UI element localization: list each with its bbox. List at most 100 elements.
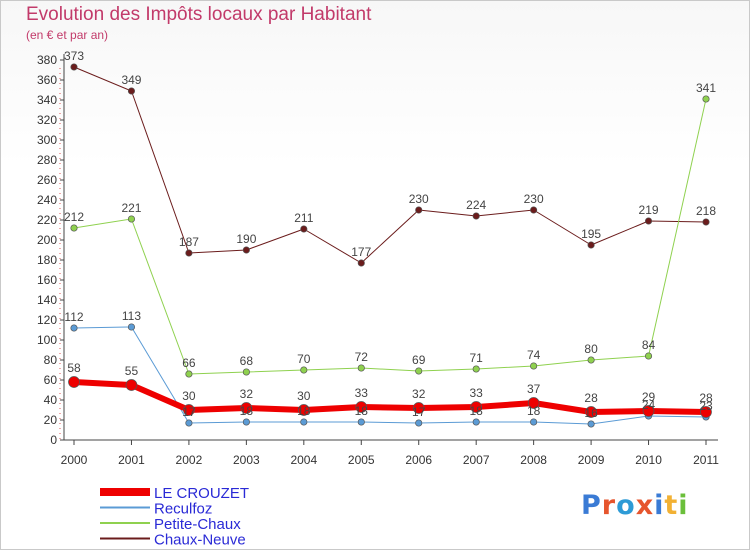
chart-subtitle: (en € et par an) xyxy=(26,28,109,42)
y-tick-label: 300 xyxy=(37,133,57,147)
series-le-crouzet xyxy=(68,376,712,418)
y-tick-label: 260 xyxy=(37,173,57,187)
data-label: 16 xyxy=(584,406,598,420)
x-tick-label: 2011 xyxy=(693,453,719,467)
data-label: 28 xyxy=(699,391,713,405)
series-line-petite-chaux xyxy=(73,98,707,375)
data-point xyxy=(242,368,250,376)
data-label: 224 xyxy=(466,198,486,212)
x-tick-label: 2001 xyxy=(118,453,145,467)
data-point xyxy=(472,212,480,220)
data-label: 18 xyxy=(240,404,254,418)
data-label: 30 xyxy=(182,389,196,403)
legend-label: Reculfoz xyxy=(154,501,212,518)
logo-letter: i xyxy=(678,490,689,521)
y-tick-label: 280 xyxy=(37,153,57,167)
logo-letter: P xyxy=(581,490,602,521)
legend-label: LE CROUZET xyxy=(154,485,249,502)
data-label: 37 xyxy=(527,382,541,396)
logo-letter: i xyxy=(654,490,665,521)
x-tick-label: 2006 xyxy=(405,453,432,467)
x-tick-label: 2005 xyxy=(348,453,375,467)
y-tick-label: 240 xyxy=(37,193,57,207)
legend: LE CROUZETReculfozPetite-ChauxChaux-Neuv… xyxy=(100,485,249,549)
x-tick-label: 2009 xyxy=(578,453,605,467)
y-tick-label: 20 xyxy=(44,413,58,427)
data-point xyxy=(412,402,425,414)
data-point xyxy=(185,419,193,427)
data-point xyxy=(644,352,653,360)
data-point xyxy=(127,323,136,331)
data-point xyxy=(70,324,78,332)
data-point xyxy=(242,418,250,426)
data-point xyxy=(700,406,712,418)
data-point xyxy=(530,206,538,214)
proxiti-logo: Proxiti xyxy=(581,490,689,521)
data-label: 17 xyxy=(412,405,426,419)
y-tick-label: 80 xyxy=(44,353,58,367)
data-point xyxy=(70,224,78,232)
data-label: 32 xyxy=(240,387,254,401)
data-label: 177 xyxy=(351,245,371,259)
data-label: 33 xyxy=(355,386,369,400)
logo-letter: x xyxy=(635,490,655,521)
data-point xyxy=(585,406,597,418)
axes: 0 20 40 60 80 100 120 140 160 180 200 220 240 260 280 3… xyxy=(37,53,719,467)
data-label: 84 xyxy=(642,338,656,352)
data-label: 18 xyxy=(355,404,369,418)
data-label: 230 xyxy=(524,192,544,206)
data-point xyxy=(185,370,193,378)
data-label: 18 xyxy=(297,404,311,418)
x-tick-label: 2010 xyxy=(635,453,662,467)
data-label: 349 xyxy=(121,73,141,87)
data-point xyxy=(355,401,368,413)
data-label: 23 xyxy=(699,399,713,413)
data-point xyxy=(644,217,653,225)
x-tick-label: 2004 xyxy=(290,453,317,467)
x-tick-label: 2008 xyxy=(520,453,547,467)
data-point xyxy=(68,376,80,388)
data-point xyxy=(297,404,310,416)
x-tick-label: 2007 xyxy=(463,453,490,467)
data-label: 28 xyxy=(584,391,598,405)
data-point xyxy=(415,206,423,214)
series-chaux-neuve xyxy=(70,63,710,267)
data-point xyxy=(587,241,595,249)
data-point xyxy=(125,379,138,391)
data-point xyxy=(127,215,136,223)
data-point xyxy=(300,225,308,233)
data-label: 341 xyxy=(696,81,716,95)
data-label: 74 xyxy=(527,348,541,362)
series-petite-chaux xyxy=(70,95,710,378)
data-label: 55 xyxy=(125,364,139,378)
y-tick-label: 40 xyxy=(44,393,58,407)
series-line-chaux-neuve xyxy=(73,66,707,264)
data-label: 187 xyxy=(179,235,199,249)
data-label: 17 xyxy=(182,405,196,419)
x-tick-label: 2002 xyxy=(176,453,203,467)
y-tick-label: 160 xyxy=(37,273,57,287)
data-label: 29 xyxy=(642,390,656,404)
x-tick-label: 2000 xyxy=(61,453,88,467)
data-point xyxy=(357,418,365,426)
data-point xyxy=(357,364,365,372)
logo-letter: t xyxy=(664,490,679,521)
y-tick-label: 140 xyxy=(37,293,57,307)
data-point xyxy=(415,419,423,427)
x-tick-label: 2003 xyxy=(233,453,260,467)
data-label: 230 xyxy=(409,192,429,206)
data-label: 18 xyxy=(527,404,541,418)
data-label: 71 xyxy=(470,351,484,365)
data-point xyxy=(300,418,308,426)
data-label: 373 xyxy=(64,49,84,63)
logo-letter: o xyxy=(616,490,636,521)
y-tick-label: 220 xyxy=(37,213,57,227)
data-point xyxy=(183,404,195,416)
logo-letter: r xyxy=(601,490,617,521)
data-label: 190 xyxy=(236,232,256,246)
data-label: 112 xyxy=(64,310,83,324)
data-point xyxy=(127,87,136,95)
data-point xyxy=(527,397,540,409)
